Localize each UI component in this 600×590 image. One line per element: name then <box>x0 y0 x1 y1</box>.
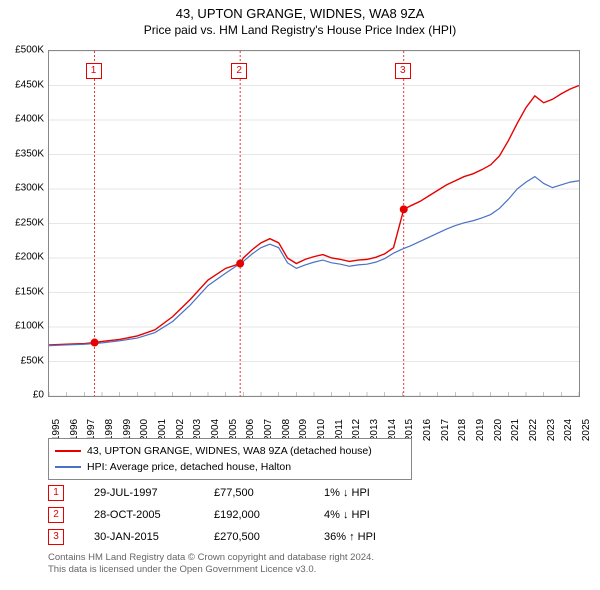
xtick-label: 2025 <box>581 419 592 441</box>
xtick-label: 2024 <box>563 419 574 441</box>
ytick-label: £350K <box>4 148 44 159</box>
chart-title: 43, UPTON GRANGE, WIDNES, WA8 9ZA <box>0 0 600 21</box>
transaction-delta: 36% ↑ HPI <box>324 531 424 543</box>
ytick-label: £250K <box>4 217 44 228</box>
ytick-label: £0 <box>4 390 44 401</box>
legend-row: 43, UPTON GRANGE, WIDNES, WA8 9ZA (detac… <box>55 443 405 459</box>
xtick-label: 2018 <box>457 419 468 441</box>
marker-box-1: 1 <box>86 63 102 79</box>
marker-point-1 <box>91 339 99 347</box>
xtick-label: 2017 <box>440 419 451 441</box>
transaction-date: 30-JAN-2015 <box>94 531 214 543</box>
transaction-price: £192,000 <box>214 509 324 521</box>
transaction-delta: 4% ↓ HPI <box>324 509 424 521</box>
ytick-label: £200K <box>4 252 44 263</box>
footer-attribution: Contains HM Land Registry data © Crown c… <box>48 552 374 577</box>
ytick-label: £500K <box>4 45 44 56</box>
xtick-label: 2023 <box>546 419 557 441</box>
plot-area <box>48 50 580 397</box>
legend-label: 43, UPTON GRANGE, WIDNES, WA8 9ZA (detac… <box>87 445 372 457</box>
legend-label: HPI: Average price, detached house, Halt… <box>87 461 291 473</box>
xtick-label: 2021 <box>510 419 521 441</box>
chart-subtitle: Price paid vs. HM Land Registry's House … <box>0 21 600 37</box>
marker-box-2: 2 <box>231 63 247 79</box>
xtick-label: 2020 <box>493 419 504 441</box>
transaction-date: 28-OCT-2005 <box>94 509 214 521</box>
xtick-label: 2022 <box>528 419 539 441</box>
footer-line2: This data is licensed under the Open Gov… <box>48 564 374 576</box>
ytick-label: £300K <box>4 183 44 194</box>
ytick-label: £150K <box>4 286 44 297</box>
transaction-price: £270,500 <box>214 531 324 543</box>
marker-box-3: 3 <box>395 63 411 79</box>
legend-swatch <box>55 466 81 468</box>
marker-point-3 <box>400 205 408 213</box>
transaction-row: 3 30-JAN-2015£270,50036% ↑ HPI <box>48 526 424 548</box>
xtick-label: 2019 <box>475 419 486 441</box>
series-price_paid <box>49 86 579 345</box>
transaction-row: 1 29-JUL-1997£77,5001% ↓ HPI <box>48 482 424 504</box>
ytick-label: £400K <box>4 114 44 125</box>
chart-container: 43, UPTON GRANGE, WIDNES, WA8 9ZA Price … <box>0 0 600 590</box>
series-hpi <box>49 177 579 346</box>
transaction-row: 2 28-OCT-2005£192,0004% ↓ HPI <box>48 504 424 526</box>
transactions-table: 1 29-JUL-1997£77,5001% ↓ HPI 2 28-OCT-2005£… <box>48 482 424 548</box>
legend-swatch <box>55 450 81 452</box>
ytick-label: £100K <box>4 321 44 332</box>
marker-point-2 <box>236 260 244 268</box>
legend: 43, UPTON GRANGE, WIDNES, WA8 9ZA (detac… <box>48 438 412 480</box>
xtick-label: 2016 <box>422 419 433 441</box>
ytick-label: £50K <box>4 355 44 366</box>
legend-row: HPI: Average price, detached house, Halt… <box>55 459 405 475</box>
ytick-label: £450K <box>4 79 44 90</box>
transaction-marker: 1 <box>48 485 64 501</box>
transaction-delta: 1% ↓ HPI <box>324 487 424 499</box>
transaction-marker: 2 <box>48 507 64 523</box>
transaction-marker: 3 <box>48 529 64 545</box>
transaction-price: £77,500 <box>214 487 324 499</box>
transaction-date: 29-JUL-1997 <box>94 487 214 499</box>
footer-line1: Contains HM Land Registry data © Crown c… <box>48 552 374 564</box>
chart-svg <box>49 51 579 396</box>
